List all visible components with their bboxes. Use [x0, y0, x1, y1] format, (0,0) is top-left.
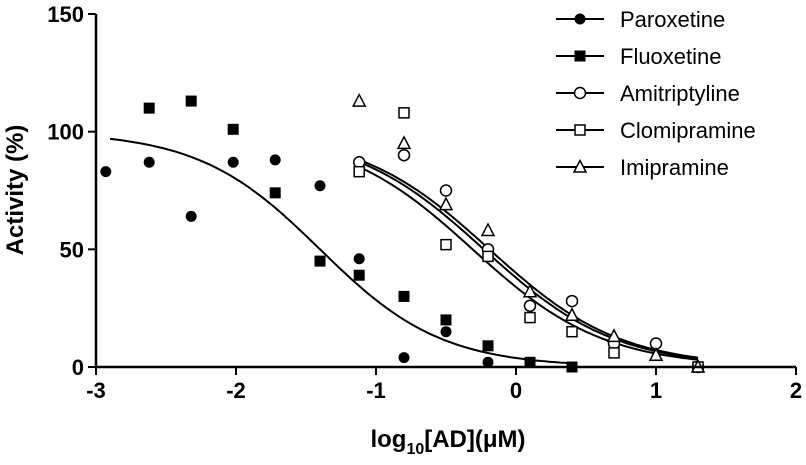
point-fluoxetine — [227, 123, 239, 135]
point-clomipramine — [440, 238, 452, 251]
point-paroxetine — [440, 326, 452, 338]
point-paroxetine — [143, 156, 155, 168]
x-tick-label: -2 — [226, 378, 246, 403]
point-paroxetine — [269, 154, 281, 166]
point-paroxetine — [353, 253, 365, 265]
point-paroxetine — [100, 166, 112, 178]
legend-label-clomipramine: Clomipramine — [620, 118, 756, 143]
point-paroxetine — [185, 210, 197, 222]
y-axis-title: Activity (%) — [2, 125, 29, 256]
point-clomipramine — [608, 347, 620, 359]
point-amitriptyline — [397, 148, 411, 162]
point-fluoxetine — [482, 340, 494, 352]
x-tick-label: 2 — [790, 378, 802, 403]
legend-marker-paroxetine — [574, 13, 586, 25]
legend-marker-clomipramine — [574, 124, 586, 136]
legend-label-fluoxetine: Fluoxetine — [620, 44, 722, 69]
point-paroxetine — [398, 352, 410, 364]
x-tick-label: 0 — [510, 378, 522, 403]
legend-label-imipramine: Imipramine — [620, 155, 729, 180]
y-tick-label: 100 — [47, 120, 84, 145]
point-imipramine — [564, 307, 580, 321]
x-tick-label: -1 — [366, 378, 386, 403]
point-fluoxetine — [143, 102, 155, 114]
point-clomipramine — [482, 250, 494, 263]
point-imipramine — [396, 135, 412, 150]
fit-curves — [109, 137, 699, 365]
axes: 0 50 100 150 -3 -2 -1 0 1 2 — [47, 2, 802, 403]
x-axis-title-main: log — [370, 426, 406, 453]
point-paroxetine — [482, 356, 494, 368]
point-fluoxetine — [353, 269, 365, 281]
point-fluoxetine — [398, 290, 410, 302]
point-amitriptyline — [565, 294, 579, 308]
point-imipramine — [480, 222, 496, 237]
point-fluoxetine — [185, 95, 197, 107]
point-imipramine — [351, 92, 367, 107]
point-clomipramine — [398, 107, 410, 119]
legend-label-amitriptyline: Amitriptyline — [620, 81, 740, 106]
point-fluoxetine — [314, 255, 326, 267]
legend-marker-fluoxetine — [574, 50, 586, 62]
x-tick-label: 1 — [650, 378, 662, 403]
legend-marker-imipramine — [572, 158, 588, 173]
point-imipramine — [522, 283, 538, 298]
point-fluoxetine — [269, 187, 281, 199]
point-clomipramine — [353, 165, 365, 178]
point-amitriptyline — [523, 299, 537, 313]
point-clomipramine — [524, 311, 536, 324]
legend: Paroxetine Fluoxetine Amitriptyline Clomipr… — [556, 7, 756, 180]
y-tick-label: 0 — [72, 355, 84, 380]
fit-curve-clomipramine — [358, 166, 699, 361]
point-amitriptyline — [439, 184, 453, 197]
x-tick-label: -3 — [86, 378, 106, 403]
point-imipramine — [438, 196, 454, 211]
data-points — [100, 92, 706, 374]
y-tick-label: 150 — [47, 2, 84, 27]
point-imipramine — [648, 347, 664, 361]
x-axis-title-sub: 10 — [406, 441, 424, 458]
x-axis-title-rest: [AD](μM) — [424, 426, 525, 453]
point-paroxetine — [227, 156, 239, 168]
fit-curve-amitriptyline — [358, 158, 699, 359]
y-tick-label: 50 — [60, 237, 84, 262]
point-imipramine — [606, 328, 622, 343]
legend-marker-amitriptyline — [573, 86, 587, 100]
fit-curve-paroxetine — [109, 137, 573, 365]
point-paroxetine — [314, 180, 326, 192]
x-axis-title: log10[AD](μM) — [370, 426, 525, 458]
point-fluoxetine — [524, 356, 536, 368]
point-fluoxetine — [440, 314, 452, 326]
legend-label-paroxetine: Paroxetine — [620, 7, 725, 32]
point-clomipramine — [566, 325, 578, 338]
fit-curve-imipramine — [358, 161, 699, 360]
